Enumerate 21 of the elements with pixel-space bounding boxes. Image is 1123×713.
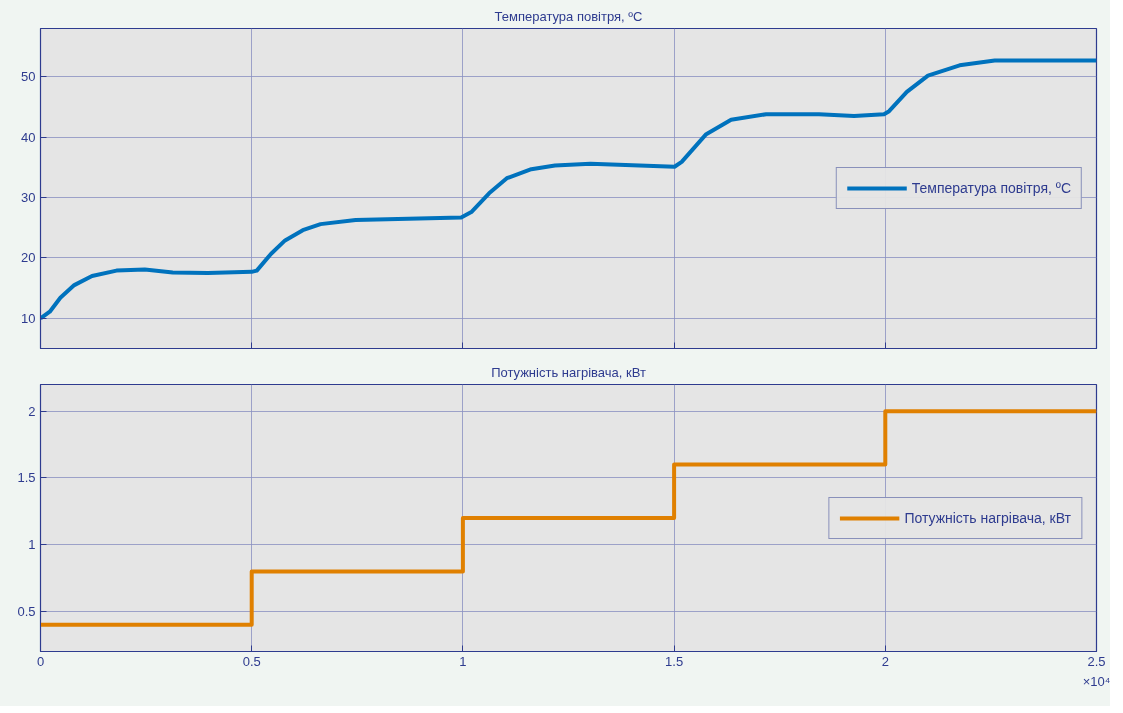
text: ×10⁴ xyxy=(1082,673,1111,689)
y-tick-label: 1 xyxy=(28,537,36,553)
legend-label: Потужність нагрівача, кВт xyxy=(904,509,1071,526)
line-series xyxy=(40,58,1097,321)
y-tick-label: 40 xyxy=(21,129,36,145)
y-tick-label: 2 xyxy=(28,403,36,419)
x-tick-label: 2.5 xyxy=(1087,653,1106,669)
y-tick-label: 50 xyxy=(21,69,36,85)
y-tick-label: 30 xyxy=(21,190,36,206)
x-tick-label: 0 xyxy=(36,653,45,669)
y-tick-label: 0.5 xyxy=(17,603,36,619)
chart-title: Потужність нагрівача, кВт xyxy=(491,364,646,380)
chart-title: Температура повітря, ºC xyxy=(494,8,643,24)
x-tick-label: 1 xyxy=(459,653,467,669)
x-tick-label: 2 xyxy=(881,653,889,669)
y-tick-label: 20 xyxy=(21,250,36,266)
x-tick-label: 1.5 xyxy=(665,653,684,669)
y-tick-label: 1.5 xyxy=(17,470,36,486)
y-tick-label: 10 xyxy=(21,310,36,326)
legend-label: Температура повітря, ºC xyxy=(911,180,1071,196)
x-tick-label: 0.5 xyxy=(242,653,261,669)
